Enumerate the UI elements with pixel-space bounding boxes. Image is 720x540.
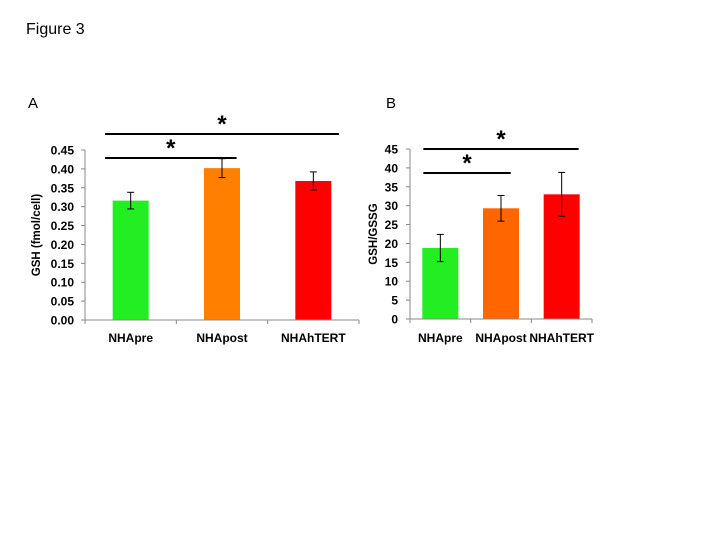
y-axis-label: GSH (fmol/cell) [31, 194, 43, 277]
y-tick-label: 0.00 [51, 314, 75, 328]
bar-nhapost [204, 168, 240, 320]
figure-title: Figure 3 [26, 21, 85, 38]
y-tick-label: 10 [385, 275, 399, 289]
y-tick-label: 25 [385, 218, 399, 232]
y-tick-label: 40 [385, 161, 399, 175]
y-tick-label: 5 [391, 294, 398, 308]
y-tick-label: 0.40 [51, 162, 75, 176]
x-tick-label: NHAhTERT [281, 331, 346, 345]
bar-nhapost [483, 208, 519, 319]
significance-star: * [496, 126, 506, 153]
y-tick-label: 20 [385, 237, 399, 251]
x-tick-label: NHApost [475, 331, 526, 345]
y-tick-label: 0.20 [51, 238, 75, 252]
panel-b: B GSH/GSSG 0 5 10 15 20 25 30 35 40 45 NHApre NHApost… [368, 95, 595, 345]
x-tick-label: NHApost [196, 331, 247, 345]
x-tick-label: NHApre [108, 331, 153, 345]
y-tick-label: 35 [385, 180, 399, 194]
y-tick-label: 30 [385, 199, 399, 213]
bar-nhapre [112, 200, 149, 320]
y-tick-label: 45 [385, 143, 399, 157]
panel-a: A GSH (fmol/cell) 0.00 0.05 0.10 0.15 0.20 0.25… [28, 95, 360, 345]
y-axis-label: GSH/GSSG [368, 203, 380, 264]
y-tick-label: 0 [391, 313, 398, 327]
panel-label: A [28, 95, 38, 112]
x-tick-label: NHApre [418, 331, 463, 345]
y-tick-label: 0.30 [51, 200, 75, 214]
y-tick-label: 0.10 [51, 276, 75, 290]
panel-label: B [386, 95, 396, 112]
bar-nhahtert [295, 180, 332, 320]
significance-star: * [462, 150, 472, 177]
y-tick-label: 0.05 [51, 295, 75, 309]
y-tick-label: 0.35 [51, 181, 75, 195]
significance-star: * [166, 135, 176, 162]
x-tick-label: NHAhTERT [529, 331, 594, 345]
y-tick-label: 15 [385, 256, 399, 270]
y-tick-label: 0.15 [51, 257, 75, 271]
y-tick-label: 0.25 [51, 219, 75, 233]
y-tick-label: 0.45 [51, 144, 75, 158]
significance-star: * [217, 111, 227, 138]
